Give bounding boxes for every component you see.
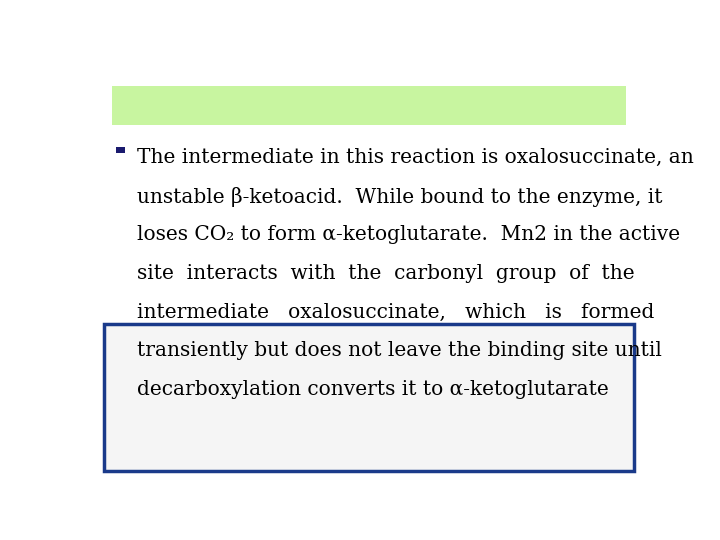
Text: intermediate   oxalosuccinate,   which   is   formed: intermediate oxalosuccinate, which is fo… [138,302,654,322]
Text: decarboxylation converts it to α-ketoglutarate: decarboxylation converts it to α-ketoglu… [138,380,609,399]
Text: unstable β-ketoacid.  While bound to the enzyme, it: unstable β-ketoacid. While bound to the … [138,187,663,207]
FancyBboxPatch shape [104,324,634,471]
Text: The intermediate in this reaction is oxalosuccinate, an: The intermediate in this reaction is oxa… [138,148,694,167]
FancyBboxPatch shape [116,147,125,153]
Text: loses CO₂ to form α-ketoglutarate.  Mn2 in the active: loses CO₂ to form α-ketoglutarate. Mn2 i… [138,225,680,244]
FancyBboxPatch shape [112,85,626,125]
Text: site  interacts  with  the  carbonyl  group  of  the: site interacts with the carbonyl group o… [138,264,635,283]
Text: transiently but does not leave the binding site until: transiently but does not leave the bindi… [138,341,662,360]
